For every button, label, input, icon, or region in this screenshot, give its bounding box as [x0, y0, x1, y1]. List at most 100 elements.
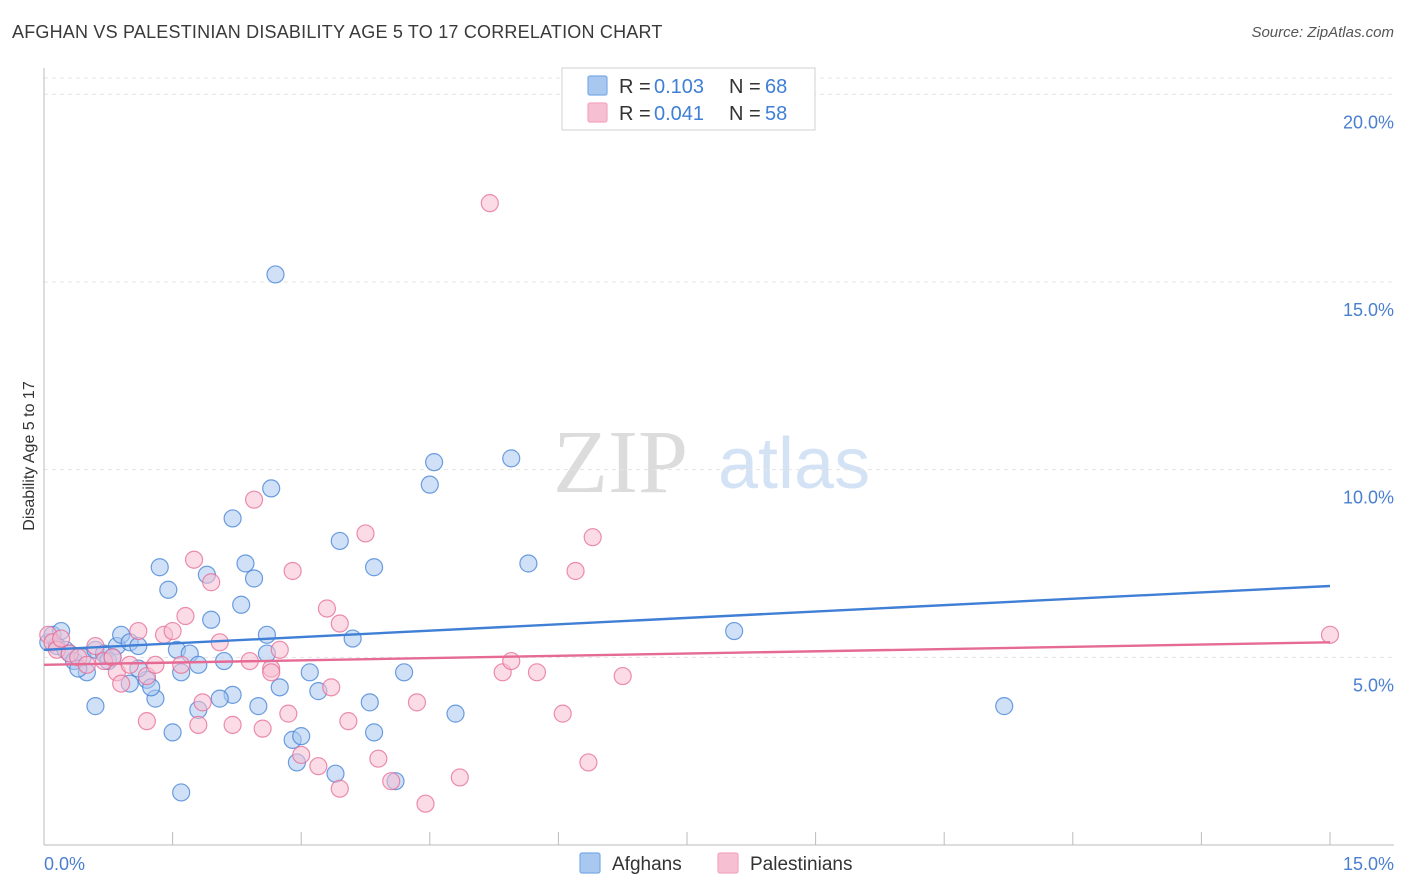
afghans-point	[343, 629, 362, 648]
palestinians-point	[317, 599, 337, 618]
afghans-point	[223, 509, 242, 528]
y-tick-label: 20.0%	[1343, 112, 1394, 132]
legend-swatch-palestinians	[587, 102, 608, 123]
legend-swatch-afghans	[587, 75, 608, 96]
legend-n-label-palestinians: N =	[729, 103, 761, 125]
bottom-legend-label-palestinians: Palestinians	[750, 854, 852, 875]
afghans-point	[202, 610, 221, 629]
palestinians-point	[416, 794, 435, 813]
bottom-legend-label-afghans: Afghans	[612, 854, 682, 875]
palestinians-point	[262, 663, 281, 682]
afghans-point	[257, 625, 277, 644]
afghans-point	[330, 531, 349, 551]
palestinians-point	[553, 704, 572, 723]
legend-n-value-palestinians: 58	[765, 103, 787, 125]
palestinians-point	[583, 528, 602, 547]
afghans-point	[210, 689, 229, 708]
palestinians-point	[407, 693, 427, 712]
legend-r-value-afghans: 0.103	[654, 76, 704, 98]
palestinians-point	[146, 655, 165, 674]
afghans-trend-line	[43, 584, 1331, 652]
palestinians-point	[52, 629, 71, 648]
palestinians-point	[527, 663, 547, 682]
afghans-point	[360, 693, 379, 712]
palestinians-point	[356, 524, 375, 543]
palestinians-point	[566, 561, 585, 581]
afghans-point	[292, 727, 311, 746]
palestinians-point	[244, 490, 264, 509]
data-points	[39, 194, 1340, 813]
afghans-point	[502, 449, 521, 468]
legend-n-label-afghans: N =	[729, 76, 761, 98]
afghans-point	[326, 764, 345, 783]
afghans-point	[424, 453, 444, 472]
palestinians-point	[223, 715, 242, 734]
y-tick-labels: 5.0% 10.0% 15.0% 20.0%	[1343, 112, 1394, 695]
palestinians-point	[292, 745, 311, 765]
x-tick-labels: 0.0% 15.0%	[44, 854, 1394, 874]
afghans-point	[725, 621, 744, 641]
palestinians-point	[172, 655, 191, 674]
afghans-point	[163, 723, 182, 742]
palestinians-point	[129, 621, 148, 641]
legend-n-value-afghans: 68	[765, 76, 787, 98]
palestinians-point	[163, 621, 182, 641]
afghans-point	[446, 704, 465, 723]
palestinians-point	[279, 704, 298, 723]
palestinians-point	[502, 651, 521, 671]
afghans-point	[236, 554, 255, 573]
watermark-atlas: atlas	[718, 424, 870, 504]
axes	[43, 68, 1394, 846]
palestinians-point	[613, 666, 632, 686]
watermark-zip: ZIP	[553, 413, 688, 512]
palestinians-point	[330, 614, 349, 633]
palestinians-point	[382, 772, 401, 791]
palestinians-point	[322, 678, 341, 697]
watermark: ZIP atlas	[553, 413, 870, 512]
palestinians-point	[369, 749, 388, 768]
palestinians-trend-line	[43, 641, 1331, 667]
afghans-point	[189, 655, 208, 674]
palestinians-point	[283, 561, 302, 581]
afghans-point	[364, 558, 384, 577]
afghans-point	[270, 678, 289, 697]
afghans-point	[232, 595, 251, 614]
palestinians-point	[309, 757, 328, 776]
chart-title: AFGHAN VS PALESTINIAN DISABILITY AGE 5 T…	[12, 22, 663, 42]
afghans-point	[172, 783, 191, 802]
palestinians-point	[480, 194, 499, 213]
afghans-point	[394, 663, 414, 682]
x-tick-label: 15.0%	[1343, 854, 1394, 874]
legend-r-label-afghans: R =	[619, 76, 651, 98]
legend-r-value-palestinians: 0.041	[654, 103, 704, 125]
palestinians-point	[193, 693, 212, 712]
palestinians-point	[253, 719, 272, 738]
afghans-point	[420, 475, 439, 494]
bottom-legend-swatch-palestinians	[717, 852, 739, 874]
afghans-point	[244, 569, 264, 588]
afghans-point	[159, 580, 178, 599]
palestinians-point	[112, 674, 131, 693]
palestinians-point	[176, 606, 195, 626]
palestinians-point	[330, 779, 349, 798]
afghans-point	[300, 663, 319, 682]
bottom-legend-swatch-afghans	[579, 852, 601, 874]
palestinians-point	[339, 712, 358, 731]
palestinians-point	[270, 640, 289, 659]
palestinians-point	[184, 550, 204, 569]
afghans-point	[249, 697, 268, 716]
legend-r-label-palestinians: R =	[619, 103, 651, 125]
legend: R = 0.103 N = 68 R = 0.041 N = 58	[561, 67, 816, 131]
palestinians-point	[579, 753, 598, 772]
afghans-point	[364, 723, 384, 742]
afghans-point	[519, 554, 538, 573]
palestinians-point	[120, 655, 139, 674]
palestinians-point	[137, 712, 156, 731]
afghans-point	[262, 479, 281, 498]
afghans-point	[150, 558, 169, 577]
trend-lines	[43, 584, 1331, 667]
palestinians-point	[189, 715, 208, 734]
palestinians-point	[1320, 625, 1340, 644]
x-tick-label: 0.0%	[44, 854, 85, 874]
